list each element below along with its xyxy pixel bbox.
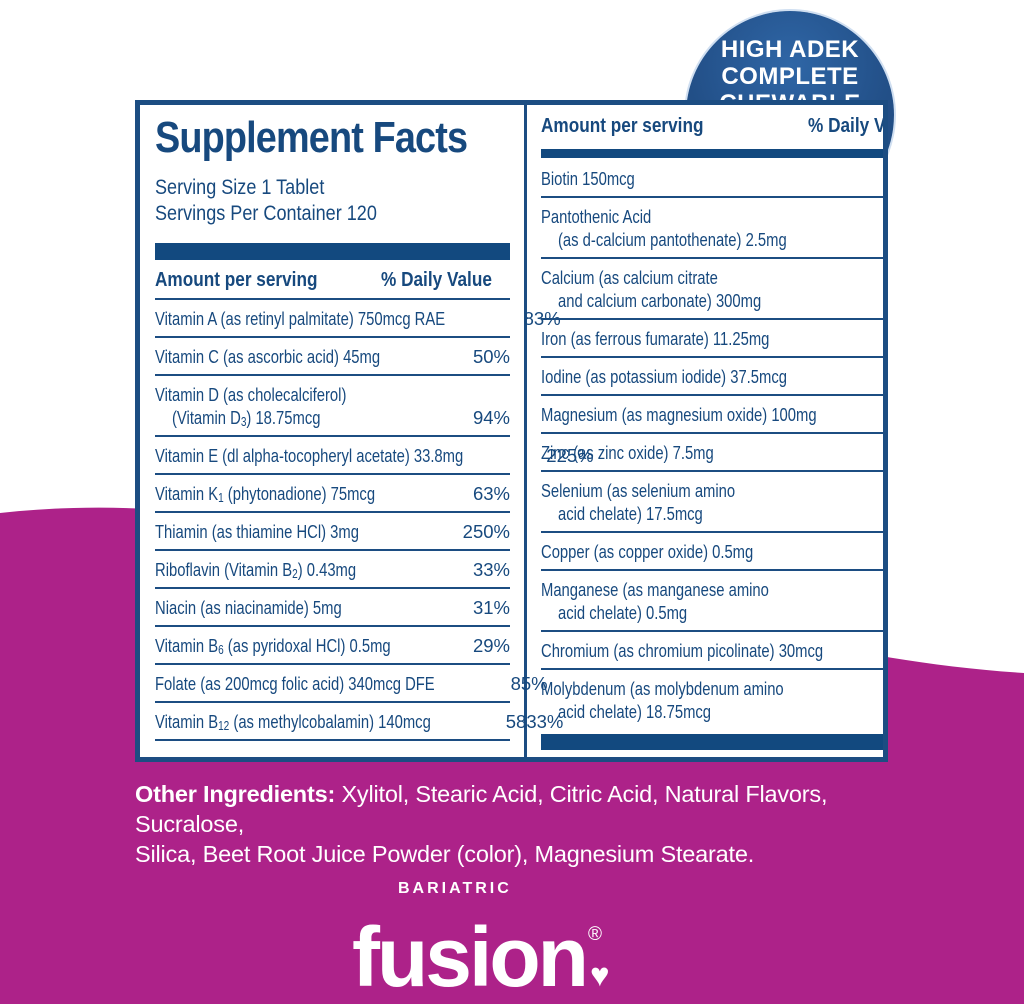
divider-bar-thick	[155, 243, 510, 260]
other-ingredients-line: Silica, Beet Root Juice Powder (color), …	[135, 841, 755, 867]
servings-per-container: Servings Per Container 120	[155, 202, 377, 225]
nutrient-name: Vitamin E (dl alpha-tocopheryl acetate) …	[155, 445, 464, 466]
table-row: Manganese (as manganese amino acid chelat…	[541, 571, 883, 632]
nutrient-name: Vitamin B12 (as methylcobalamin) 140mcg	[155, 711, 431, 734]
badge-line: HIGH ADEK	[720, 36, 860, 63]
table-row: Vitamin B12 (as methylcobalamin) 140mcg 5…	[155, 703, 563, 741]
column-header-row: Amount per serving % Daily Value	[155, 260, 510, 300]
nutrient-name: Riboflavin (Vitamin B2) 0.43mg	[155, 559, 357, 582]
daily-value: 63%	[472, 483, 510, 504]
nutrient-name: Vitamin K1 (phytonadione) 75mcg	[155, 483, 376, 506]
table-row: Zinc (as zinc oxide) 7.5mg68%	[541, 434, 883, 472]
table-row: Niacin (as niacinamide) 5mg 31%	[155, 589, 510, 627]
nutrient-name: Iron (as ferrous fumarate) 11.25mg	[541, 328, 770, 349]
daily-value: 94%	[472, 407, 510, 428]
amount-per-serving-header: Amount per serving	[155, 269, 318, 291]
panel-title: Supplement Facts	[155, 113, 468, 162]
serving-info: Serving Size 1 Tablet Servings Per Conta…	[155, 175, 510, 227]
table-row: Magnesium (as magnesium oxide) 100mg24%	[541, 396, 883, 434]
nutrient-name: Iodine (as potassium iodide) 37.5mcg	[541, 366, 787, 387]
daily-value: 500%	[883, 167, 888, 190]
brand-wordmark: fusion ®♥	[352, 910, 610, 1004]
supplement-facts-panel: Supplement Facts Serving Size 1 Tablet S…	[135, 100, 888, 762]
nutrient-table-left: Vitamin A (as retinyl palmitate) 750mcg …	[155, 300, 594, 741]
table-row: Vitamin D (as cholecalciferol) (Vitamin D…	[155, 376, 510, 437]
badge-line: COMPLETE	[721, 63, 859, 90]
brand-name-top: BARIATRIC	[398, 880, 512, 897]
daily-value: 29%	[472, 635, 510, 656]
table-row: Vitamin B6 (as pyridoxal HCl) 0.5mg 29%	[155, 627, 510, 665]
nutrient-name: Zinc (as zinc oxide) 7.5mg	[541, 442, 714, 463]
nutrient-name: Niacin (as niacinamide) 5mg	[155, 597, 342, 618]
nutrient-name: Folate (as 200mcg folic acid) 340mcg DFE	[155, 673, 435, 694]
column-header-row: Amount per serving % Daily Value	[541, 105, 885, 144]
table-row: Vitamin K1 (phytonadione) 75mcg 63%	[155, 475, 510, 513]
nutrient-name: Selenium (as selenium amino acid chelate)…	[541, 480, 736, 524]
nutrient-name: Pantothenic Acid (as d-calcium pantothena…	[541, 206, 787, 250]
other-ingredients: Other Ingredients: Xylitol, Stearic Acid…	[135, 779, 915, 869]
divider-bar-thin	[541, 149, 883, 158]
nutrient-table-right: Biotin 150mcg 500% Pantothenic Acid(as d-c…	[541, 160, 888, 729]
nutrient-name: Copper (as copper oxide) 0.5mg	[541, 541, 754, 562]
daily-value: 5833%	[505, 711, 564, 732]
other-ingredients-line: Other Ingredients: Xylitol, Stearic Acid…	[135, 781, 828, 837]
daily-value: 33%	[472, 559, 510, 580]
table-row: Riboflavin (Vitamin B2) 0.43mg 33%	[155, 551, 510, 589]
nutrient-name: Manganese (as manganese amino acid chelat…	[541, 579, 769, 623]
table-row: Vitamin A (as retinyl palmitate) 750mcg …	[155, 300, 561, 338]
serving-size: Serving Size 1 Tablet	[155, 176, 325, 199]
table-row: Iodine (as potassium iodide) 37.5mcg25%	[541, 358, 883, 396]
table-row: Iron (as ferrous fumarate) 11.25mg63%	[541, 320, 883, 358]
table-row: Pantothenic Acid (as d-calcium pantothena…	[541, 198, 883, 259]
daily-value: 31%	[472, 597, 510, 618]
nutrient-name: Molybdenum (as molybdenum amino acid chel…	[541, 678, 784, 722]
table-row: Biotin 150mcg 500%	[541, 160, 888, 198]
nutrient-name: Vitamin A (as retinyl palmitate) 750mcg …	[155, 308, 446, 329]
table-row: Calcium (as calcium citrate and calcium c…	[541, 259, 883, 320]
table-row: Chromium (as chromium picolinate) 30mcg8…	[541, 632, 883, 670]
daily-value: 85%	[510, 673, 548, 694]
daily-value: 225%	[546, 445, 594, 466]
daily-value-header: % Daily Value	[807, 115, 885, 137]
nutrient-name: Calcium (as calcium citrate and calcium c…	[541, 267, 762, 311]
table-row: Selenium (as selenium amino acid chelate)…	[541, 472, 883, 533]
heart-icon: ♥	[589, 956, 610, 993]
daily-value-header: % Daily Value	[381, 269, 492, 291]
nutrient-name: Vitamin C (as ascorbic acid) 45mg	[155, 346, 381, 367]
table-row: Folate (as 200mcg folic acid) 340mcg DFE…	[155, 665, 548, 703]
table-row: Vitamin E (dl alpha-tocopheryl acetate) …	[155, 437, 594, 475]
brand-logo: BARIATRIC fusion ®♥	[352, 880, 610, 1004]
registered-icon: ®	[587, 924, 602, 945]
table-row: Vitamin C (as ascorbic acid) 45mg 50%	[155, 338, 510, 376]
nutrient-name: Biotin 150mcg	[541, 168, 635, 189]
table-row: Thiamin (as thiamine HCl) 3mg 250%	[155, 513, 510, 551]
table-row: Molybdenum (as molybdenum amino acid chel…	[541, 670, 883, 729]
facts-right-column: Amount per serving % Daily Value Biotin …	[527, 105, 888, 757]
nutrient-name: Thiamin (as thiamine HCl) 3mg	[155, 521, 359, 542]
nutrient-name: Vitamin D (as cholecalciferol) (Vitamin D…	[155, 384, 347, 430]
daily-value: 250%	[462, 521, 510, 542]
facts-left-column: Supplement Facts Serving Size 1 Tablet S…	[140, 105, 594, 757]
table-row: Copper (as copper oxide) 0.5mg56%	[541, 533, 883, 571]
nutrient-name: Chromium (as chromium picolinate) 30mcg	[541, 640, 824, 661]
nutrient-name: Magnesium (as magnesium oxide) 100mg	[541, 404, 817, 425]
amount-per-serving-header: Amount per serving	[541, 115, 704, 137]
footer-bar	[541, 734, 883, 750]
daily-value: 50%	[472, 346, 510, 367]
other-ingredients-label: Other Ingredients:	[135, 781, 336, 807]
nutrient-name: Vitamin B6 (as pyridoxal HCl) 0.5mg	[155, 635, 391, 658]
